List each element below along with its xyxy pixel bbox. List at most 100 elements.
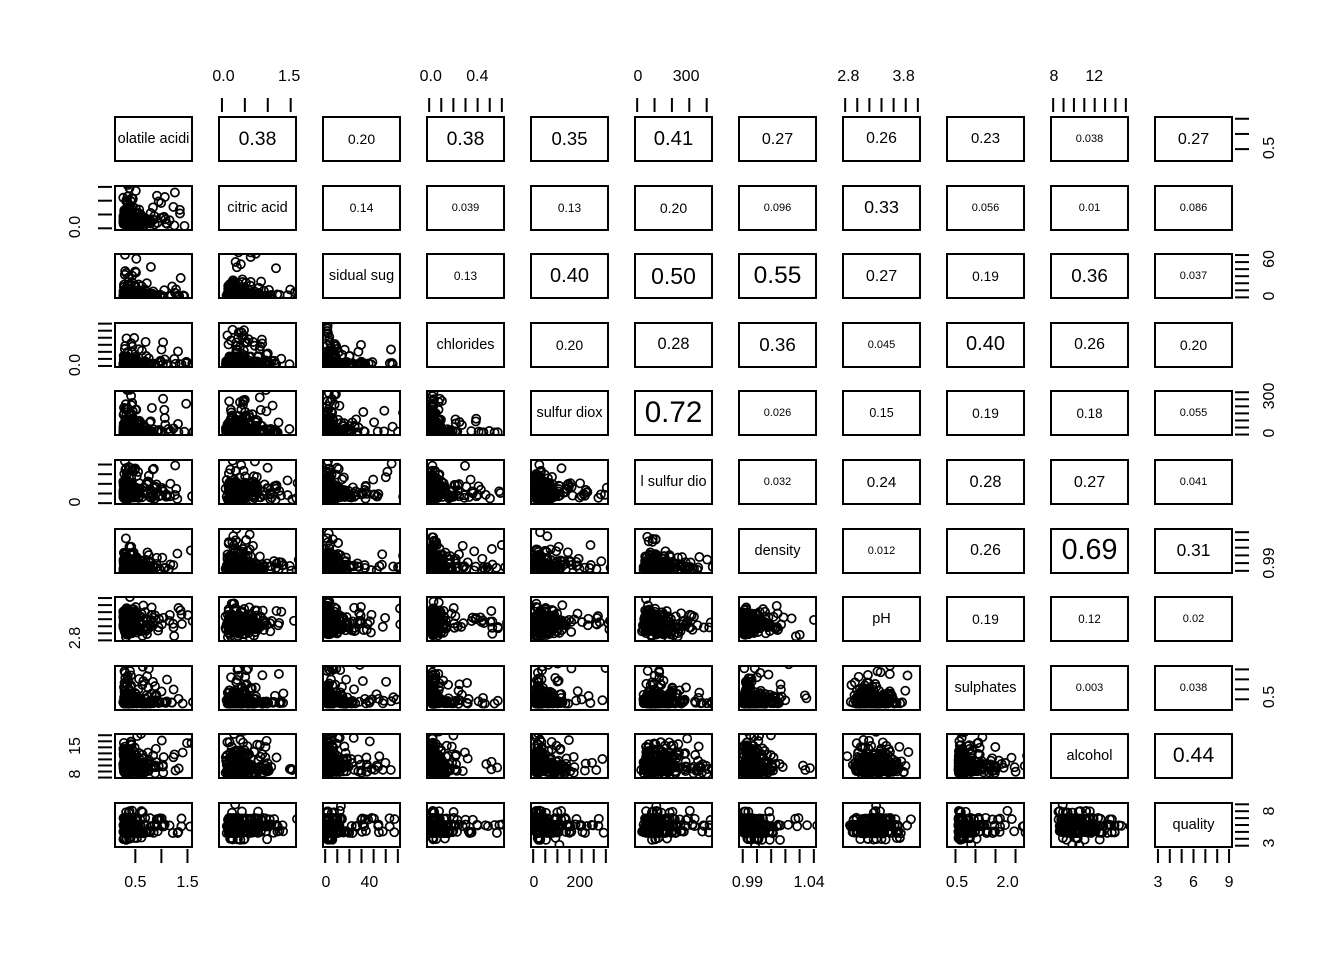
data-point — [138, 600, 149, 611]
data-point — [156, 482, 167, 493]
data-point — [188, 427, 193, 437]
correlation-residual-sugar-vs-chlorides: 0.13 — [426, 253, 505, 300]
data-point — [158, 394, 169, 405]
data-point — [261, 406, 272, 417]
data-point — [427, 460, 438, 471]
panel-border — [322, 321, 401, 368]
panel-border — [426, 390, 505, 437]
correlation-chlorides-vs-sulphates: 0.40 — [946, 321, 1025, 368]
data-point — [170, 460, 181, 471]
data-point — [141, 278, 152, 289]
data-point — [129, 464, 140, 475]
data-point — [223, 419, 234, 430]
data-point — [334, 482, 345, 493]
data-point — [585, 559, 596, 570]
data-point — [120, 533, 131, 543]
data-point — [125, 427, 136, 437]
data-point — [238, 487, 249, 498]
data-point — [427, 476, 438, 487]
data-point — [427, 396, 438, 407]
data-point — [388, 561, 399, 572]
data-point — [379, 406, 390, 417]
data-point — [147, 616, 158, 627]
data-point — [139, 358, 150, 368]
scatter-panel-total-sulfur-dioxide-vs-chlorides — [426, 459, 505, 505]
data-point — [122, 184, 132, 188]
panel-border — [114, 527, 193, 574]
data-point — [120, 464, 131, 475]
data-point — [579, 490, 590, 501]
correlation-density-vs-alcohol: 0.69 — [1050, 527, 1129, 574]
data-point — [230, 257, 241, 268]
data-point — [226, 335, 236, 346]
correlation-volatile-acidity-vs-total-sulfur-dioxide: 0.41 — [634, 116, 713, 162]
panel-border — [218, 459, 297, 505]
data-point — [230, 534, 241, 545]
scatter-panel-free-sulfur-dioxide-vs-residual-sugar — [322, 390, 401, 437]
correlation-residual-sugar-vs-density: 0.55 — [738, 253, 817, 300]
data-point — [225, 464, 236, 475]
data-point — [181, 399, 192, 410]
data-point — [144, 417, 155, 428]
data-point — [450, 418, 461, 429]
scatter-panel-density-vs-free-sulfur-dioxide — [530, 527, 609, 574]
scatter-panel-density-vs-citric-acid — [218, 527, 297, 574]
scatter-panel-chlorides-vs-volatile-acidity — [114, 321, 193, 368]
data-point — [223, 564, 234, 574]
data-point — [462, 557, 473, 567]
data-point — [119, 403, 129, 414]
data-point — [323, 487, 334, 498]
correlation-chlorides-vs-ph: 0.045 — [842, 321, 921, 368]
data-point — [172, 548, 183, 559]
data-point — [473, 481, 484, 492]
data-point — [260, 390, 271, 396]
data-point — [377, 548, 388, 559]
correlation-residual-sugar-vs-quality: 0.037 — [1154, 253, 1233, 300]
data-point — [346, 359, 357, 368]
panel-border — [634, 527, 713, 574]
data-point — [140, 336, 151, 347]
scatter-panel-free-sulfur-dioxide-vs-citric-acid — [218, 390, 297, 437]
data-point — [670, 558, 681, 569]
data-point — [173, 346, 183, 357]
data-point — [282, 475, 293, 486]
correlation-residual-sugar-vs-free-sulfur-dioxide: 0.40 — [530, 253, 609, 300]
data-point — [238, 330, 249, 341]
data-point — [133, 344, 144, 354]
panel-border — [114, 184, 193, 231]
data-point — [427, 560, 438, 571]
data-point — [273, 417, 284, 428]
data-point — [340, 559, 351, 570]
data-point — [231, 557, 242, 568]
data-point — [230, 358, 241, 368]
data-point — [492, 427, 503, 437]
data-point — [164, 214, 175, 225]
data-point — [371, 564, 382, 574]
data-point — [233, 253, 244, 258]
data-point — [124, 273, 134, 284]
data-point — [452, 485, 463, 496]
correlation-citric-acid-vs-density: 0.096 — [738, 184, 817, 231]
correlation-free-sulfur-dioxide-vs-alcohol: 0.18 — [1050, 390, 1129, 437]
scatter-panel-ph-vs-citric-acid — [218, 596, 297, 643]
scatter-panel-density-vs-volatile-acidity — [114, 527, 193, 574]
panel-border — [218, 321, 297, 368]
data-point — [660, 545, 671, 556]
data-point — [605, 562, 609, 572]
data-point — [175, 273, 186, 284]
data-point — [153, 622, 164, 633]
data-point — [436, 396, 447, 407]
data-point — [338, 472, 349, 483]
data-point — [595, 489, 606, 500]
data-point — [596, 555, 607, 566]
data-point — [556, 463, 567, 474]
data-point — [249, 459, 260, 467]
correlation-chlorides-vs-free-sulfur-dioxide: 0.20 — [530, 321, 609, 368]
data-point — [369, 489, 380, 500]
data-point — [437, 548, 448, 559]
data-point — [694, 551, 705, 562]
data-point — [292, 478, 297, 488]
data-point — [496, 539, 505, 550]
data-point — [563, 482, 574, 492]
diagonal-label-volatile-acidity: olatile acidi — [114, 116, 193, 162]
